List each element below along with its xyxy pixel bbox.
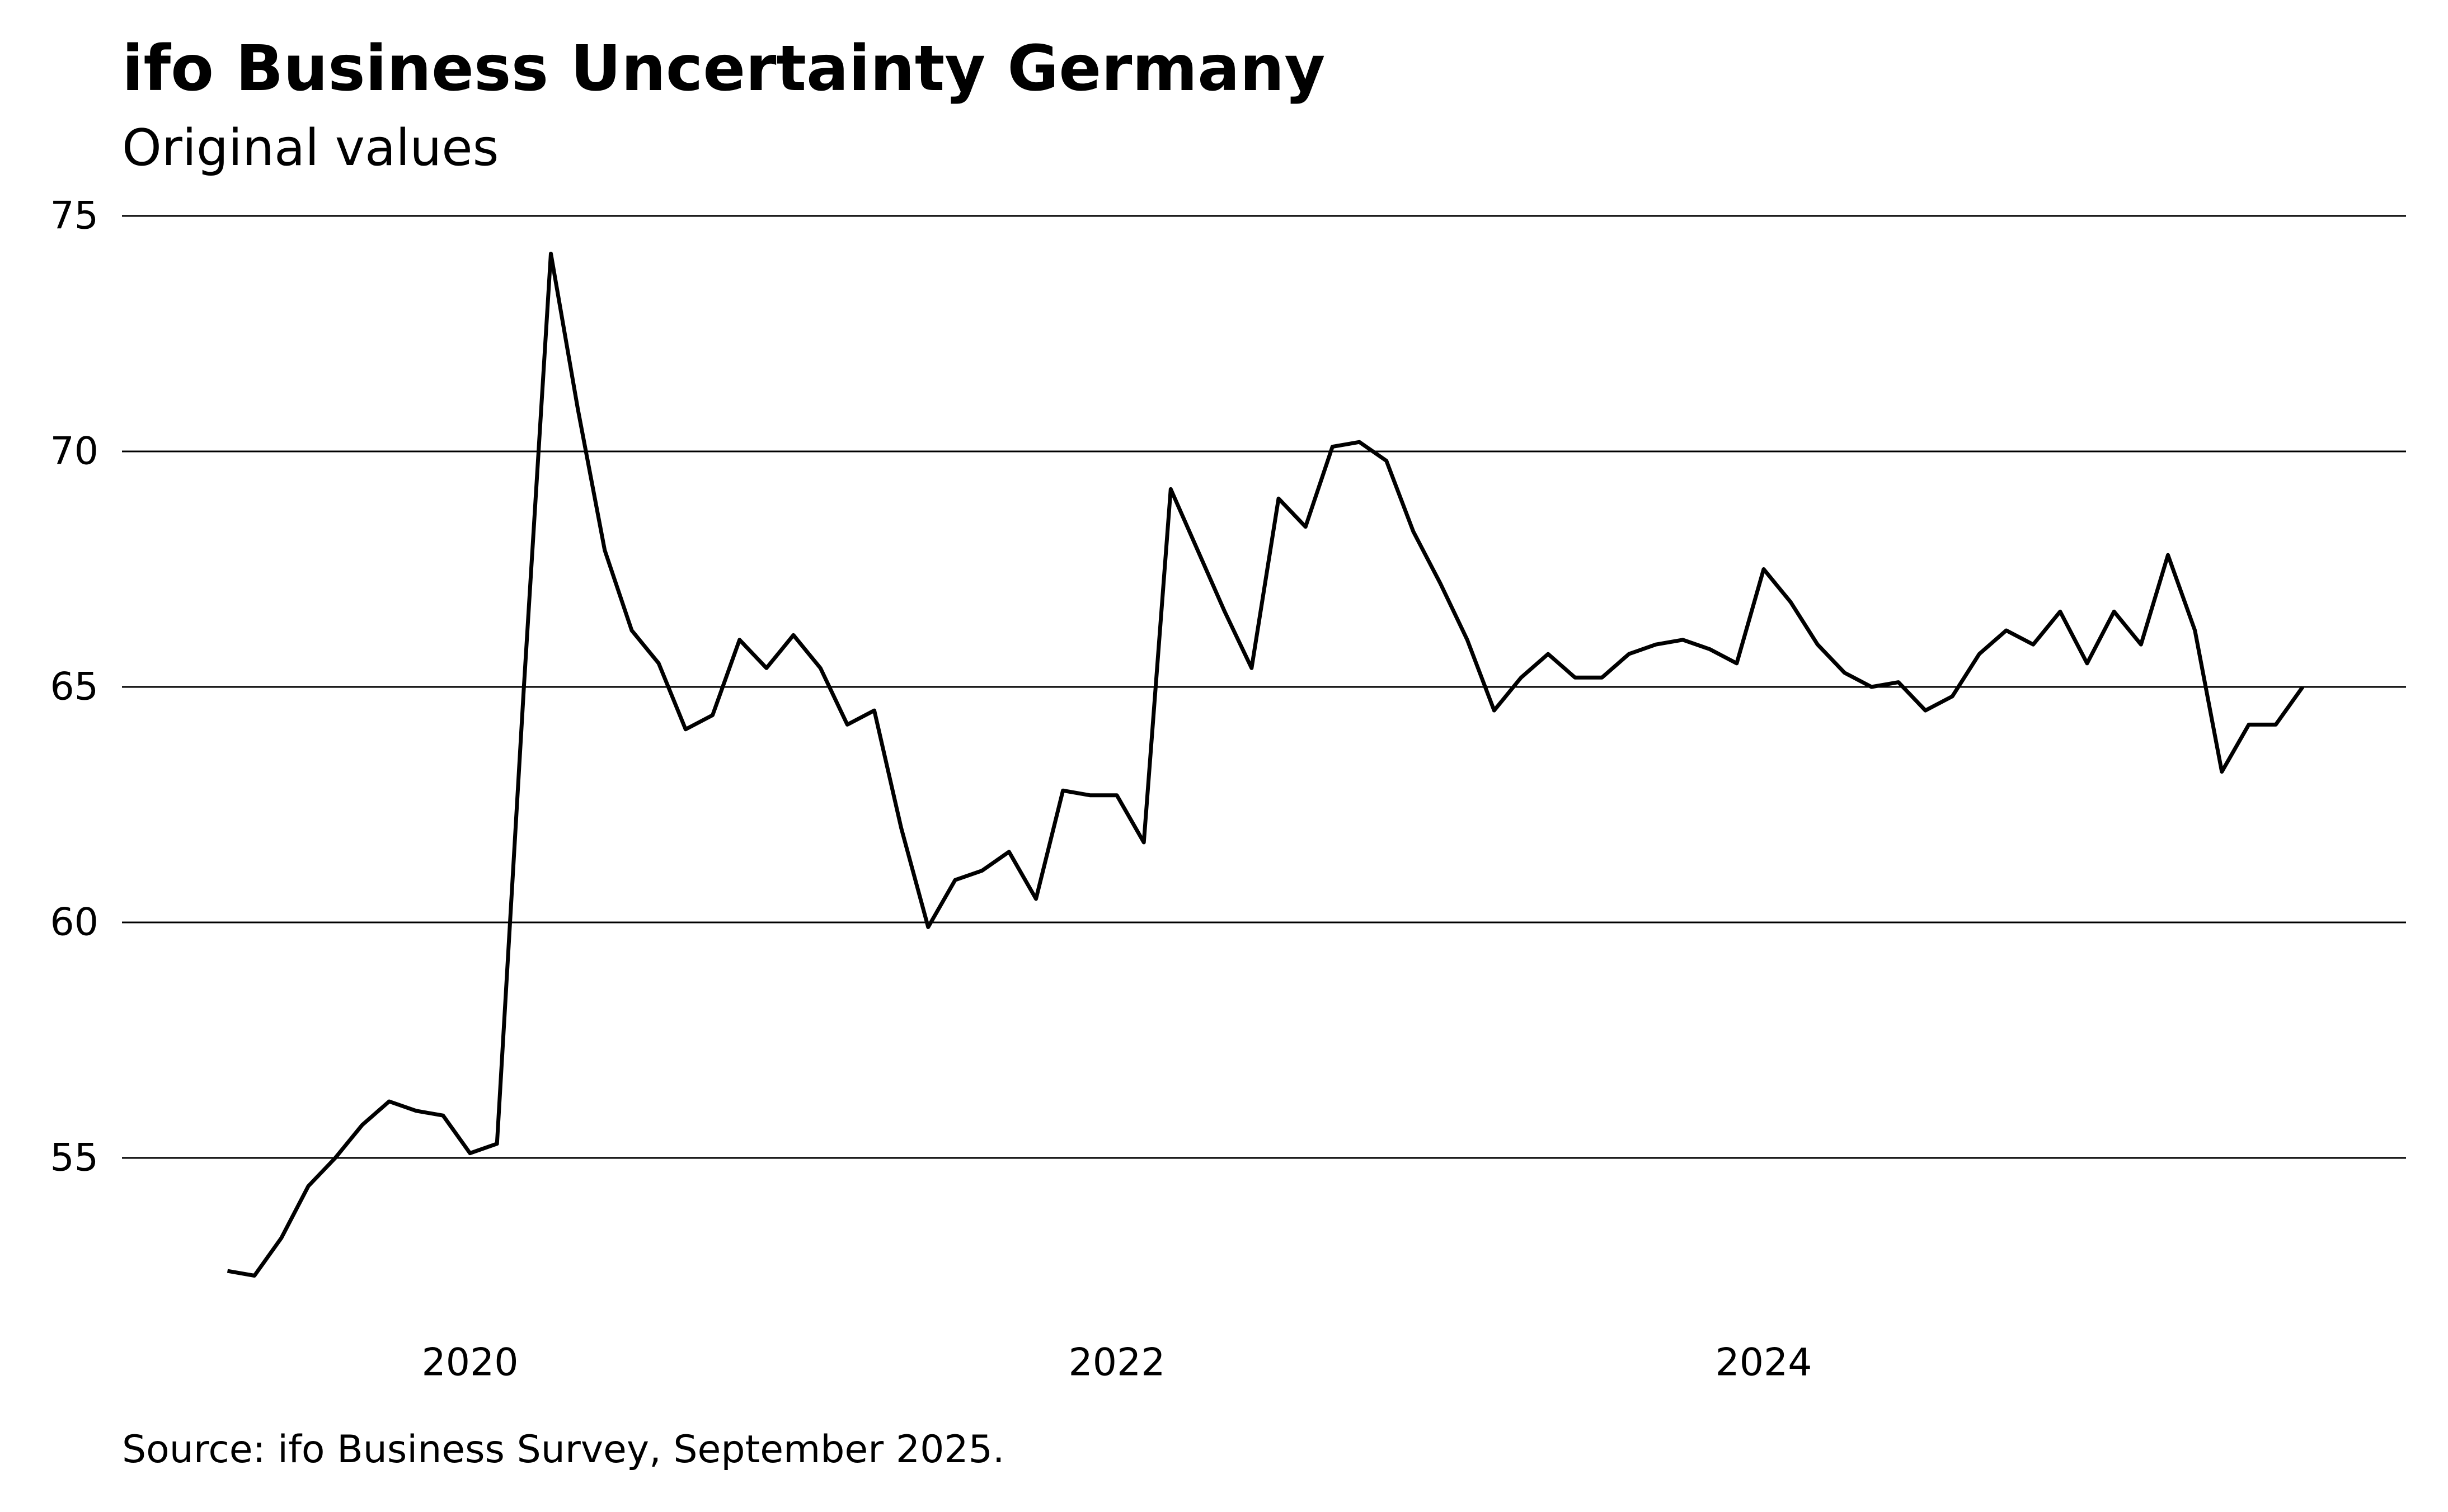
y-tick-label: 60 [50,901,98,945]
x-tick-label: 2024 [1715,1341,1812,1385]
y-tick-label: 65 [50,665,98,709]
y-tick-label: 75 [50,194,98,238]
series-line-0 [227,251,2305,1278]
y-tick-label: 55 [50,1136,98,1180]
series-layer [227,251,2305,1278]
x-tick-label: 2020 [421,1341,518,1385]
y-tick-labels: 55 60 65 70 75 [50,194,98,1180]
x-tick-labels: 2020 2022 2024 [421,1341,1812,1385]
source-note: Source: ifo Business Survey, September 2… [122,1428,1005,1472]
chart-title: ifo Business Uncertainty Germany [122,32,1326,105]
y-tick-label: 70 [50,430,98,474]
x-tick-label: 2022 [1068,1341,1165,1385]
grid-lines [122,215,2406,1159]
chart-subtitle: Original values [122,119,499,177]
